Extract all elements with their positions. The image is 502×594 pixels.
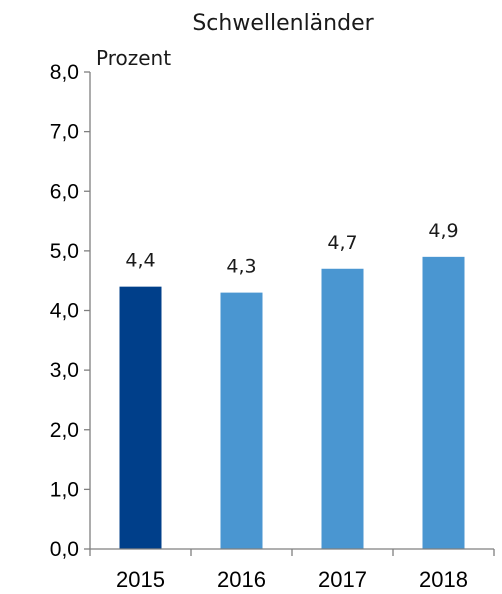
x-tick-label-2015: 2015 bbox=[116, 567, 165, 592]
y-tick-label: 1,0 bbox=[50, 478, 79, 501]
data-label-2016: 4,3 bbox=[226, 256, 256, 278]
bar-2015 bbox=[119, 286, 162, 549]
y-tick-label: 5,0 bbox=[50, 240, 79, 263]
y-tick-label: 3,0 bbox=[50, 359, 79, 382]
bar-2016 bbox=[220, 292, 263, 549]
x-tick-label-2018: 2018 bbox=[419, 567, 468, 592]
data-labels: 4,4 4,3 4,7 4,9 bbox=[125, 220, 458, 278]
y-tick-label: 6,0 bbox=[50, 180, 79, 203]
y-tick-label: 8,0 bbox=[50, 61, 79, 84]
y-axis: 0,0 1,0 2,0 3,0 4,0 5,0 6,0 7,0 8,0 bbox=[50, 61, 91, 561]
data-label-2018: 4,9 bbox=[428, 220, 458, 242]
y-axis-label: Prozent bbox=[96, 46, 171, 70]
x-axis: 2015 2016 2017 2018 bbox=[89, 548, 495, 592]
y-tick-label: 0,0 bbox=[50, 538, 79, 561]
y-tick-label: 4,0 bbox=[50, 300, 79, 323]
data-label-2017: 4,7 bbox=[327, 232, 357, 254]
y-tick-label: 7,0 bbox=[50, 121, 79, 144]
x-tick-label-2016: 2016 bbox=[217, 567, 266, 592]
bar-2017 bbox=[321, 268, 364, 549]
bars bbox=[119, 256, 465, 549]
x-tick-label-2017: 2017 bbox=[318, 567, 367, 592]
data-label-2015: 4,4 bbox=[125, 250, 155, 272]
y-tick-label: 2,0 bbox=[50, 419, 79, 442]
chart-title: Schwellenländer bbox=[192, 11, 374, 36]
bar-2018 bbox=[422, 256, 465, 549]
